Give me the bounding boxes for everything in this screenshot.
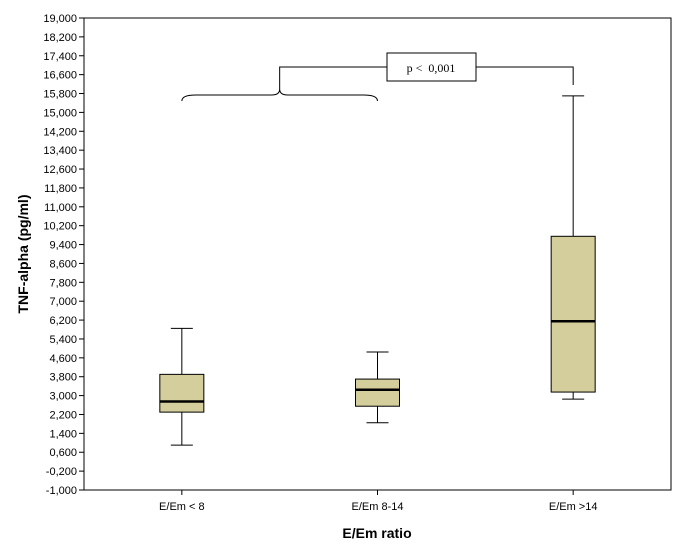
y-tick-label: 16,600 [43,70,77,82]
y-tick-label: 1,400 [49,428,77,440]
y-tick-label: 11,800 [44,183,77,195]
x-tick-label: E/Em >14 [549,501,598,513]
p-value-label: p < 0,001 [407,61,456,75]
y-tick-label: 17,400 [43,51,77,63]
y-tick-label: 19,000 [43,13,77,25]
y-axis-title: TNF-alpha (pg/ml) [15,195,31,314]
y-tick-label: 14,200 [43,126,77,138]
significance-annotation: p < 0,001 [181,52,574,102]
y-tick-label: 18,200 [43,32,77,44]
y-tick-label: 15,800 [43,89,77,101]
y-tick-label: 6,200 [49,315,77,327]
boxes-group [159,95,596,446]
iqr-box [159,373,205,413]
y-tick-label: 9,400 [49,240,77,252]
iqr-box [550,235,596,393]
y-tick-label: 5,400 [49,334,77,346]
y-tick-label: 4,600 [49,353,77,365]
iqr-box [355,378,400,407]
significance-bracket [279,66,574,89]
x-axis: E/Em < 8 E/Em 8-14 E/Em >14 [159,490,597,513]
x-tick-label: E/Em 8-14 [352,501,404,513]
y-tick-label: 11,000 [44,202,77,214]
y-tick-label: 13,400 [43,145,77,157]
box-item [550,95,596,400]
y-tick-label: 7,000 [49,296,77,308]
y-tick-label: 3,800 [49,372,77,384]
p-value-box [386,52,477,82]
x-axis-title: E/Em ratio [342,525,411,541]
box-item [355,351,400,424]
x-tick-label: E/Em < 8 [159,501,205,513]
y-tick-label: 12,600 [43,164,77,176]
y-tick-label: 10,200 [43,221,77,233]
y-tick-label: 8,600 [49,258,77,270]
y-tick-label: 2,200 [49,409,77,421]
y-tick-label: 7,800 [49,277,77,289]
y-tick-label: 15,000 [43,107,77,119]
y-tick-label: -1,000 [46,485,77,497]
y-axis: -1,000 -0,200 0,600 1,400 2,200 3,000 3,800 4,6… [43,13,84,497]
y-tick-label: -0,200 [46,466,77,478]
box-item [159,327,205,446]
y-tick-label: 0,600 [49,447,77,459]
y-tick-label: 3,000 [49,391,77,403]
